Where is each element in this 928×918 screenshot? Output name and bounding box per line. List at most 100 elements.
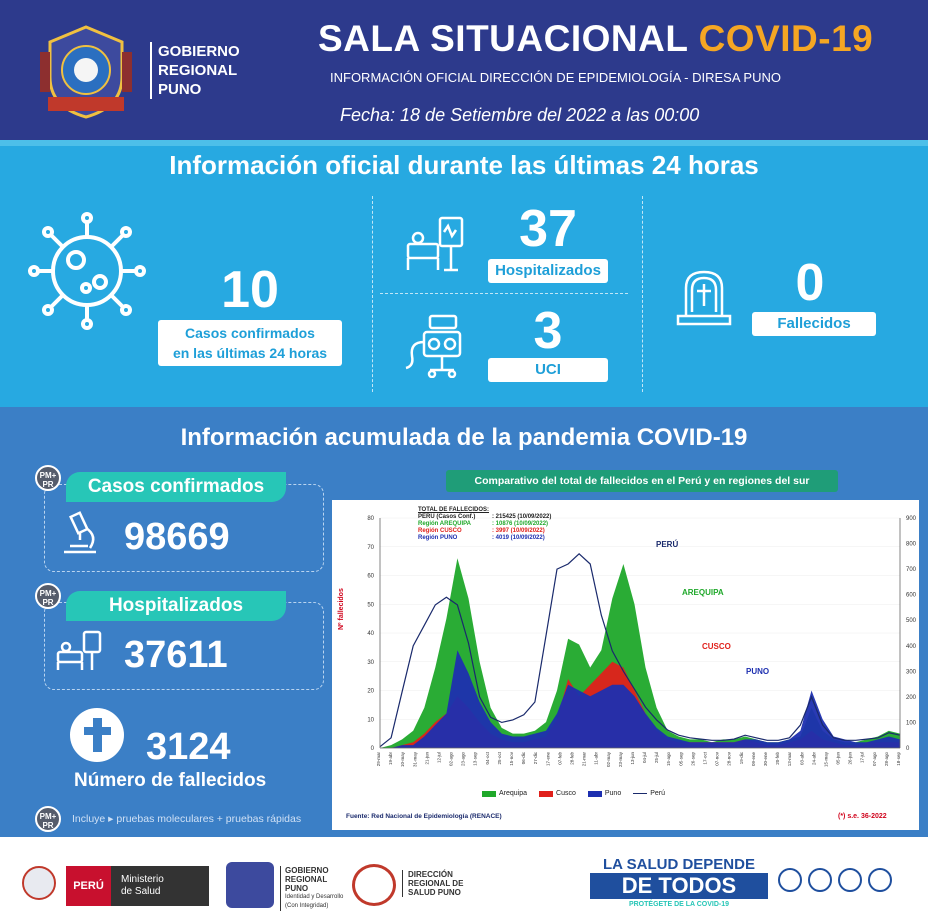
title-main: SALA SITUACIONAL xyxy=(318,18,699,59)
tests-footnote: Incluye ▸ pruebas moleculares + pruebas … xyxy=(72,813,302,825)
series-area-puno xyxy=(380,650,900,748)
x-tick-label: 28-ago xyxy=(884,752,889,767)
badge-text: PM+ xyxy=(39,471,57,480)
x-tick-label: 05-sep xyxy=(678,752,683,766)
totals-box: TOTAL DE FALLECIDOS: PERÚ (Casos Conf.):… xyxy=(418,507,551,542)
deaths-24h-label: Fallecidos xyxy=(752,312,876,336)
x-tick-label: 24-abr xyxy=(811,752,816,766)
minsa-line: Ministerio xyxy=(121,874,164,885)
icu-24h-value: 3 xyxy=(533,302,563,360)
header-bar xyxy=(0,0,928,140)
x-tick-label: 28-nov xyxy=(727,751,732,766)
left-tick-label: 80 xyxy=(367,516,374,522)
handwash-icon xyxy=(808,868,832,892)
last-24h-title: Información oficial durante las últimas … xyxy=(169,150,759,180)
right-tick-label: 100 xyxy=(906,720,917,726)
accumulated-title: Información acumulada de la pandemia COV… xyxy=(180,424,748,451)
x-tick-label: 15-may xyxy=(823,751,828,767)
x-tick-label: 26-sep xyxy=(690,752,695,766)
totals-row-label: PERÚ (Casos Conf.) xyxy=(418,514,476,520)
x-tick-label: 31-may xyxy=(412,751,417,767)
pm-pr-badge: PM+ PR xyxy=(35,465,61,491)
totals-row-label: Región PUNO xyxy=(418,535,458,541)
deaths-chart: 8070605040302010090080070060050040030020… xyxy=(367,516,917,767)
x-tick-label: 12-jul xyxy=(436,752,441,763)
badge-text: PM+ xyxy=(39,812,57,821)
confirmed-label-line: Casos confirmados xyxy=(185,325,315,341)
x-tick-label: 25-oct xyxy=(497,751,502,764)
tombstone-icon xyxy=(674,266,734,333)
peru-flag-label: PERÚ xyxy=(66,866,111,906)
deaths-total-label: Número de fallecidos xyxy=(74,770,267,791)
title-accent: COVID-19 xyxy=(698,18,874,59)
x-tick-label: 04-jul xyxy=(642,752,647,763)
right-tick-label: 500 xyxy=(906,618,917,624)
annotation-puno: PUNO xyxy=(746,667,770,676)
campaign-line-3: PROTÉGETE DE LA COVID-19 xyxy=(628,901,730,908)
x-tick-label: 17-jul xyxy=(860,752,865,763)
badge-text: PR xyxy=(42,821,54,830)
footer-gov-line: PUNO xyxy=(285,884,309,893)
totals-row: PERÚ (Casos Conf.): 215425 (10/09/2022) xyxy=(418,514,551,521)
x-tick-label: 15-nov xyxy=(509,751,514,766)
footer-gov-text: GOBIERNO REGIONAL PUNO Identidad y Desar… xyxy=(280,866,343,911)
x-tick-label: 17-oct xyxy=(703,751,708,764)
right-tick-label: 700 xyxy=(906,567,917,573)
distance-icon xyxy=(778,868,802,892)
ventilator-icon xyxy=(404,312,466,383)
totals-row-value: : 10876 (10/09/2022) xyxy=(492,521,549,527)
legend-swatch xyxy=(587,790,602,797)
legend-swatch xyxy=(539,790,554,797)
hospitalized-24h-label: Hospitalizados xyxy=(488,259,608,283)
left-tick-label: 40 xyxy=(367,631,374,637)
legend-item: Puno xyxy=(587,790,621,797)
footer-diresa-line: REGIONAL DE xyxy=(408,879,464,888)
prevention-icons xyxy=(778,868,892,892)
x-tick-label: 20-feb xyxy=(775,752,780,765)
diresa-logo-icon xyxy=(352,864,396,906)
x-tick-label: 13-jun xyxy=(630,752,635,765)
campaign-line-2: DE TODOS xyxy=(590,873,768,899)
mask-icon xyxy=(838,868,862,892)
totals-row: Región CUSCO: 3997 (10/09/2022) xyxy=(418,528,551,535)
page-subtitle: INFORMACIÓN OFICIAL DIRECCIÓN DE EPIDEMI… xyxy=(330,70,781,85)
last-24h-section xyxy=(0,140,928,407)
chart-note: (*) s.e. 36-2022 xyxy=(838,813,887,820)
hospital-bed-icon xyxy=(56,630,104,679)
x-tick-label: 21-mar xyxy=(582,752,587,767)
regional-seal-logo xyxy=(226,862,274,908)
footer-diresa-text: DIRECCIÓN REGIONAL DE SALUD PUNO xyxy=(402,870,463,897)
divider xyxy=(642,196,643,392)
chart-title: Comparativo del total de fallecidos en e… xyxy=(446,470,838,492)
x-tick-label: 21-jun xyxy=(424,752,429,765)
totals-row: Región AREQUIPA: 10876 (10/09/2022) xyxy=(418,521,551,528)
legend-swatch xyxy=(633,792,648,795)
x-tick-label: 02-ago xyxy=(449,752,454,767)
chart-source: Fuente: Red Nacional de Epidemiología (R… xyxy=(346,813,502,820)
x-tick-label: 30-ene xyxy=(763,752,768,767)
chart-legend: Arequipa Cusco Puno Perú xyxy=(482,790,665,797)
hospitalized-total-value: 37611 xyxy=(124,634,228,676)
x-tick-label: 09-ene xyxy=(751,752,756,767)
x-tick-label: 28-feb xyxy=(569,752,574,765)
minsa-line: de Salud xyxy=(121,886,161,897)
totals-title: TOTAL DE FALLECIDOS: xyxy=(418,507,490,513)
right-tick-label: 0 xyxy=(906,746,910,752)
hospital-bed-icon xyxy=(404,214,466,279)
divider xyxy=(372,196,373,392)
totals-row: Región PUNO : 4019 (10/09/2022) xyxy=(418,535,551,542)
totals-row-value: : 4019 (10/09/2022) xyxy=(492,535,545,541)
right-tick-label: 900 xyxy=(906,516,917,522)
x-tick-label: 03-abr xyxy=(799,752,804,766)
right-tick-label: 800 xyxy=(906,542,917,548)
legend-label: Arequipa xyxy=(499,790,528,797)
series-area-cusco xyxy=(380,661,900,748)
x-tick-label: 10-may xyxy=(400,751,405,767)
footer-gov-line: REGIONAL xyxy=(285,875,328,884)
pm-pr-badge: PM+ PR xyxy=(35,806,61,832)
gov-name-line: REGIONAL xyxy=(158,62,238,79)
confirmed-total-value: 98669 xyxy=(124,516,230,558)
left-tick-label: 10 xyxy=(367,717,374,723)
left-tick-label: 20 xyxy=(367,689,374,695)
legend-label: Perú xyxy=(650,790,666,797)
